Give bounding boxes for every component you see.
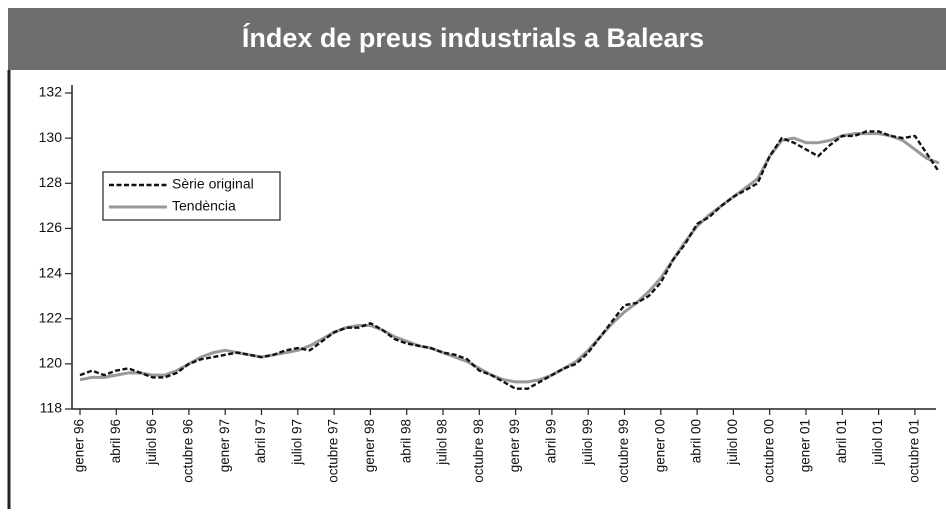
x-tick-label: juliol 96 [144,419,159,466]
y-tick-label: 118 [40,400,63,416]
y-tick-label: 120 [39,355,63,371]
series-line [79,132,940,384]
x-tick-label: octubre 96 [180,419,195,483]
x-tick-label: abril 98 [398,419,413,463]
x-tick-label: gener 98 [362,419,377,472]
x-tick-label: juliol 97 [289,419,304,466]
x-tick-label: octubre 98 [471,419,486,483]
y-tick-label: 124 [39,264,63,280]
x-tick-label: octubre 97 [326,419,341,483]
x-tick-label: abril 97 [253,419,268,463]
y-tick-label: 130 [39,129,63,145]
x-tick-label: juliol 98 [435,419,450,466]
x-tick-label: octubre 00 [761,419,776,483]
y-tick-label: 132 [39,84,63,100]
y-tick-label: 126 [39,219,63,235]
x-tick-label: abril 96 [108,419,123,463]
legend-box [102,171,281,221]
x-tick-label: gener 01 [798,419,813,472]
y-tick-label: 128 [39,174,63,190]
x-tick-label: abril 99 [543,419,558,463]
x-tick-label: juliol 99 [580,419,595,466]
x-tick-label: abril 01 [834,419,849,463]
legend-label: Sèrie original [172,176,254,192]
x-tick-label: gener 96 [72,419,87,472]
series-line [79,130,941,390]
chart-title: Índex de preus industrials a Balears [242,22,704,53]
x-tick-label: octubre 99 [616,419,631,483]
y-tick-label: 122 [39,309,63,325]
title-banner [8,8,946,70]
legend-label: Tendència [172,198,236,214]
x-tick-label: juliol 01 [870,419,885,466]
x-tick-label: juliol 00 [725,419,740,466]
x-tick-label: octubre 01 [906,419,921,483]
x-tick-label: gener 00 [652,419,667,472]
x-tick-label: gener 97 [217,419,232,472]
x-tick-label: gener 99 [507,419,522,472]
x-tick-label: abril 00 [689,419,704,463]
